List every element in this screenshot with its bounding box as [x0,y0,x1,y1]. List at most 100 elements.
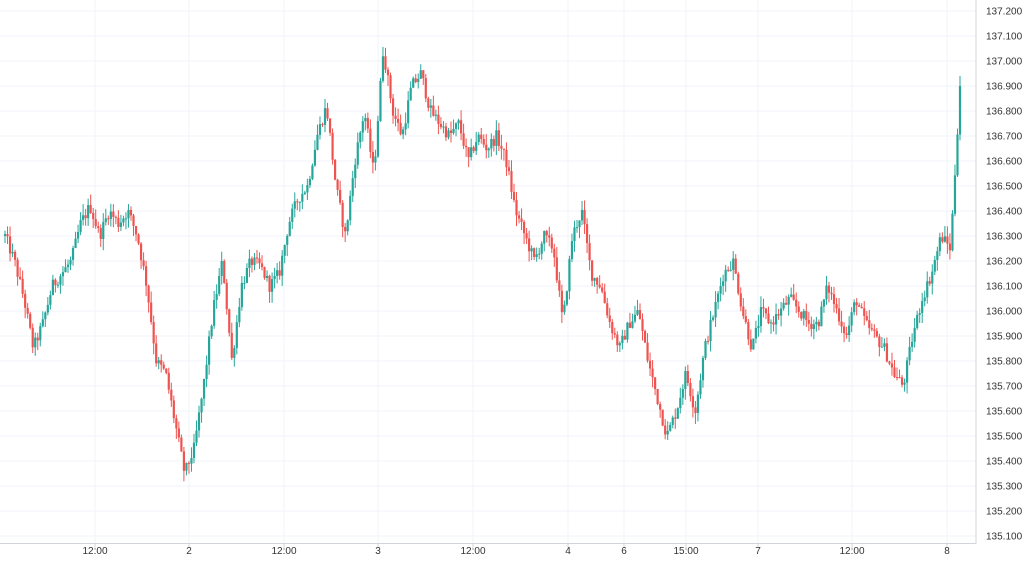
candle[interactable] [908,336,911,366]
candle[interactable] [873,324,876,338]
candle[interactable] [591,260,594,287]
candle[interactable] [911,333,914,352]
candle[interactable] [384,47,387,74]
candle[interactable] [364,113,367,131]
candle[interactable] [890,352,894,376]
candle[interactable] [888,360,891,366]
candle[interactable] [515,192,518,227]
candle[interactable] [447,127,450,140]
candle[interactable] [308,175,311,189]
candle[interactable] [530,245,533,261]
candle[interactable] [11,243,14,258]
candle[interactable] [686,364,689,387]
candle[interactable] [84,208,87,226]
candle[interactable] [92,207,95,229]
candle[interactable] [654,377,657,396]
candle[interactable] [248,249,251,277]
candle[interactable] [223,259,226,284]
candle[interactable] [480,127,483,144]
candle[interactable] [608,307,611,329]
candle[interactable] [631,313,634,329]
candle[interactable] [366,112,369,134]
candle[interactable] [399,114,402,136]
candle[interactable] [845,326,848,339]
candle[interactable] [535,247,538,262]
candle[interactable] [150,291,153,325]
candle[interactable] [613,327,616,339]
candle[interactable] [648,352,652,377]
candle[interactable] [253,252,256,271]
candle[interactable] [578,220,581,239]
candle[interactable] [170,382,173,407]
candle[interactable] [921,292,924,324]
candle[interactable] [900,374,904,388]
candle[interactable] [800,311,803,321]
candle[interactable] [822,299,826,313]
candle[interactable] [555,247,558,284]
candle[interactable] [875,328,878,338]
candle[interactable] [885,337,889,363]
candle[interactable] [832,286,836,313]
candle[interactable] [432,95,435,117]
candle[interactable] [601,283,604,294]
candle[interactable] [333,158,337,181]
time-axis[interactable]: 12:00 2 12:00 3 12:00 4 6 15:00 7 12:00 8 [82,544,950,557]
candle[interactable] [651,360,654,388]
candle[interactable] [583,200,586,234]
candle[interactable] [197,405,201,438]
candle[interactable] [336,178,339,196]
candle[interactable] [946,226,949,254]
candle[interactable] [165,368,168,375]
candle[interactable] [452,119,455,135]
candle[interactable] [769,319,773,334]
candle[interactable] [512,183,516,203]
candle[interactable] [744,309,747,325]
candle[interactable] [553,243,556,267]
candle[interactable] [785,295,788,306]
candle[interactable] [303,190,306,195]
candle[interactable] [263,266,266,280]
candle[interactable] [669,422,672,432]
candle[interactable] [402,126,405,140]
candle[interactable] [842,322,846,343]
candle[interactable] [898,369,901,379]
candle[interactable] [706,335,710,345]
candle[interactable] [558,272,561,297]
candle[interactable] [646,333,649,363]
candle[interactable] [190,447,193,472]
candle[interactable] [51,274,54,296]
candle[interactable] [956,128,959,178]
candle[interactable] [878,333,881,357]
candle[interactable] [820,301,823,327]
candle[interactable] [349,190,352,226]
candle[interactable] [200,397,203,423]
candle[interactable] [104,208,107,226]
candle[interactable] [664,419,667,440]
candle[interactable] [545,229,548,243]
candle[interactable] [774,303,778,335]
candle[interactable] [296,198,299,211]
candle[interactable] [858,302,861,307]
candle[interactable] [827,281,831,303]
candle[interactable] [676,407,679,419]
candle[interactable] [230,322,233,360]
candle[interactable] [8,226,12,262]
candle[interactable] [701,355,705,388]
candle[interactable] [661,409,664,427]
candle[interactable] [339,180,342,205]
candle[interactable] [916,310,919,330]
candle[interactable] [628,312,632,329]
candle[interactable] [250,256,254,273]
candle[interactable] [568,255,571,300]
candle[interactable] [147,284,150,313]
candle[interactable] [802,308,805,326]
candle[interactable] [711,315,715,322]
candle[interactable] [213,290,216,329]
candle[interactable] [437,105,440,135]
candle[interactable] [273,267,276,289]
candle[interactable] [575,220,579,233]
candle[interactable] [953,164,957,217]
candle[interactable] [941,232,944,244]
candle[interactable] [205,355,208,388]
candle[interactable] [681,384,684,405]
